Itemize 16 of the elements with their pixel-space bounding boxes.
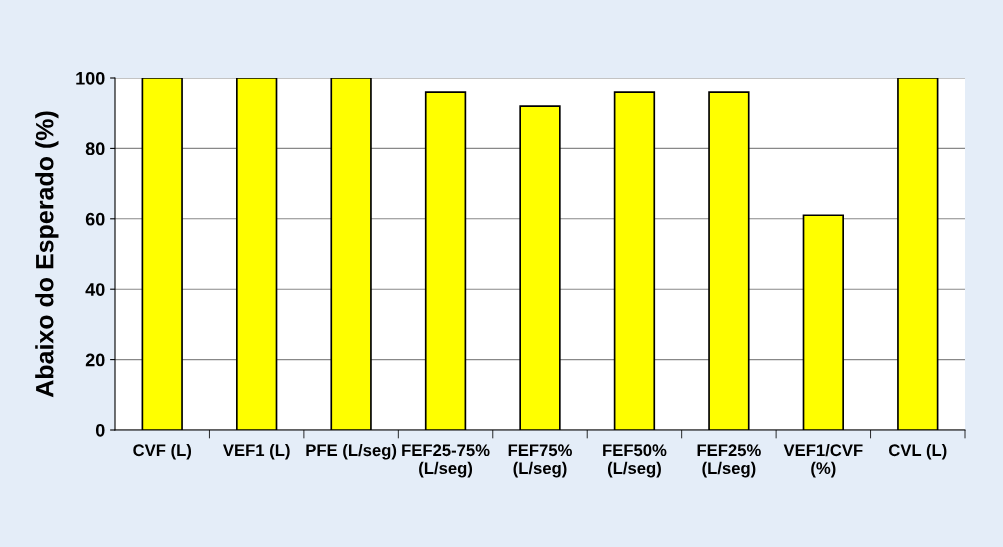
y-axis-title: Abaixo do Esperado (%) — [35, 111, 59, 398]
x-tick-label: VEF1/CVF (%) — [783, 443, 863, 478]
x-tick-label: CVL (L) — [888, 443, 947, 460]
x-tick-label: CVF (L) — [133, 443, 192, 460]
x-tick-label: FEF75% (L/seg) — [508, 444, 572, 478]
x-tick-label: FEF25-75% (L/seg) — [402, 444, 490, 478]
x-tick-label: VEF1 (L) — [222, 443, 290, 460]
y-tick-label: 100 — [76, 71, 105, 85]
y-tick-label: 20 — [85, 353, 105, 367]
x-tick-label: PFE (L/seg) — [306, 443, 397, 460]
y-tick-label: 60 — [85, 212, 105, 226]
x-tick-label: FEF50% (L/seg) — [603, 444, 667, 478]
y-tick-label: 80 — [85, 142, 105, 156]
x-tick-label: FEF25% (L/seg) — [697, 444, 761, 478]
y-tick-label: 40 — [85, 283, 105, 296]
y-tick-label: 0 — [95, 423, 105, 437]
